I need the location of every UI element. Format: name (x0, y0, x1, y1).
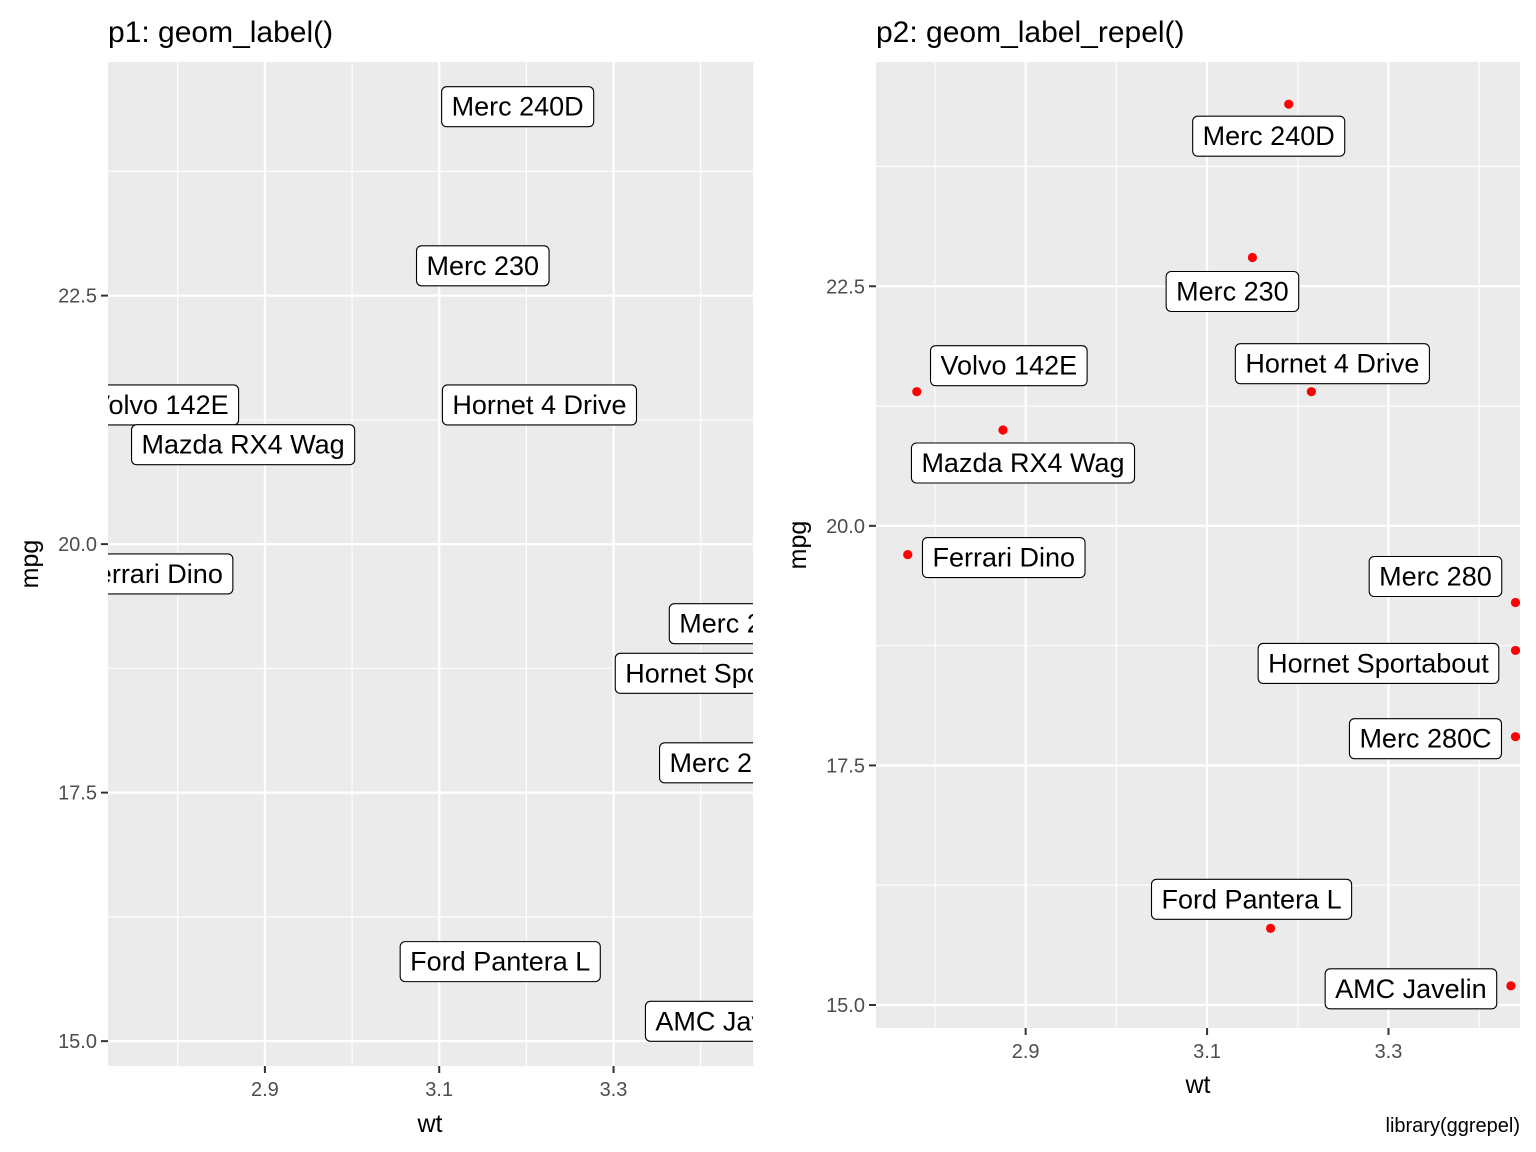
data-label: Merc 280 (1369, 557, 1502, 597)
data-label-text: AMC Javelin (1335, 974, 1487, 1004)
y-axis-title: mpg (784, 521, 812, 570)
data-label-text: Merc 240D (452, 92, 584, 122)
data-label-text: Merc 280 (679, 609, 792, 639)
data-label-text: Merc 280C (1359, 724, 1491, 754)
data-label-text: Merc 280C (670, 748, 802, 778)
y-axis-title: mpg (16, 540, 44, 589)
data-label-text: Hornet Sportabout (1268, 648, 1489, 678)
data-label: Merc 280 (669, 604, 802, 644)
caption: library(ggrepel) (1386, 1115, 1521, 1137)
data-label-text: Ferrari Dino (932, 543, 1075, 573)
data-label-text: Merc 280 (1379, 562, 1492, 592)
data-label-text: Hornet 4 Drive (452, 390, 626, 420)
data-label: Merc 280C (1349, 719, 1501, 759)
data-label: Hornet Sportabout (615, 653, 856, 693)
data-label: Ford Pantera L (1152, 879, 1352, 919)
y-tick-label: 22.5 (826, 276, 865, 298)
data-label: Hornet 4 Drive (1235, 344, 1429, 384)
x-tick-label: 2.9 (251, 1079, 279, 1101)
data-label: Mazda RX4 Wag (132, 425, 355, 465)
data-label: Merc 240D (1193, 116, 1345, 156)
data-label-text: Ford Pantera L (1162, 884, 1342, 914)
data-point (998, 425, 1007, 434)
data-point (1284, 100, 1293, 109)
data-label: Volvo 142E (82, 385, 239, 425)
data-label-text: Ferrari Dino (80, 559, 223, 589)
data-label: Hornet Sportabout (1258, 643, 1499, 683)
data-label-text: Merc 240D (1203, 121, 1335, 151)
y-tick-label: 22.5 (58, 286, 97, 308)
y-tick-label: 17.5 (826, 755, 865, 777)
x-axis-title: wt (1185, 1071, 1211, 1099)
data-point (1266, 924, 1275, 933)
x-tick-label: 3.1 (1193, 1041, 1221, 1063)
data-label: Merc 230 (1166, 272, 1299, 312)
data-label: AMC Javelin (1325, 969, 1497, 1009)
data-label-text: Mazda RX4 Wag (921, 448, 1124, 478)
y-tick-label: 20.0 (58, 534, 97, 556)
data-label: Mazda RX4 Wag (911, 443, 1134, 483)
data-point (1511, 732, 1520, 741)
data-label-text: Hornet Sportabout (625, 658, 846, 688)
data-label: Ferrari Dino (70, 554, 233, 594)
y-tick-label: 15.0 (58, 1031, 97, 1053)
data-point (1506, 981, 1515, 990)
data-point (1307, 387, 1316, 396)
data-label-text: Hornet 4 Drive (1245, 349, 1419, 379)
y-tick-label: 15.0 (826, 995, 865, 1017)
data-label: Merc 230 (417, 246, 550, 286)
data-point (1511, 598, 1520, 607)
data-label-text: Mazda RX4 Wag (142, 430, 345, 460)
x-tick-label: 3.3 (600, 1079, 628, 1101)
plot-p2: p2: geom_label_repel() Merc 240D Merc 230… (784, 16, 1520, 1099)
data-point (1511, 646, 1520, 655)
data-label: AMC Javelin (645, 1001, 817, 1041)
y-tick-label: 20.0 (826, 516, 865, 538)
data-label: Ford Pantera L (400, 942, 600, 982)
data-label: Merc 280C (660, 743, 812, 783)
x-axis-title: wt (417, 1110, 443, 1138)
x-tick-label: 3.3 (1375, 1041, 1403, 1063)
data-label: Hornet 4 Drive (442, 385, 636, 425)
plot-title: p2: geom_label_repel() (876, 16, 1185, 49)
data-label-text: Merc 230 (427, 251, 540, 281)
data-label-text: Ford Pantera L (410, 947, 590, 977)
plot-p1: p1: geom_label() Merc 240D Merc 230 Hornet… (16, 16, 856, 1138)
data-point (1248, 253, 1257, 262)
data-label-text: AMC Javelin (655, 1006, 807, 1036)
data-label: Merc 240D (442, 87, 594, 127)
data-label-text: Volvo 142E (941, 351, 1078, 381)
x-tick-label: 3.1 (425, 1079, 453, 1101)
data-label: Volvo 142E (931, 346, 1088, 386)
data-point (912, 387, 921, 396)
data-label: Ferrari Dino (922, 538, 1085, 578)
y-tick-label: 17.5 (58, 783, 97, 805)
plot-title: p1: geom_label() (108, 16, 333, 49)
data-point (903, 550, 912, 559)
data-label-text: Volvo 142E (92, 390, 229, 420)
data-label-text: Merc 230 (1176, 277, 1289, 307)
x-tick-label: 2.9 (1012, 1041, 1040, 1063)
